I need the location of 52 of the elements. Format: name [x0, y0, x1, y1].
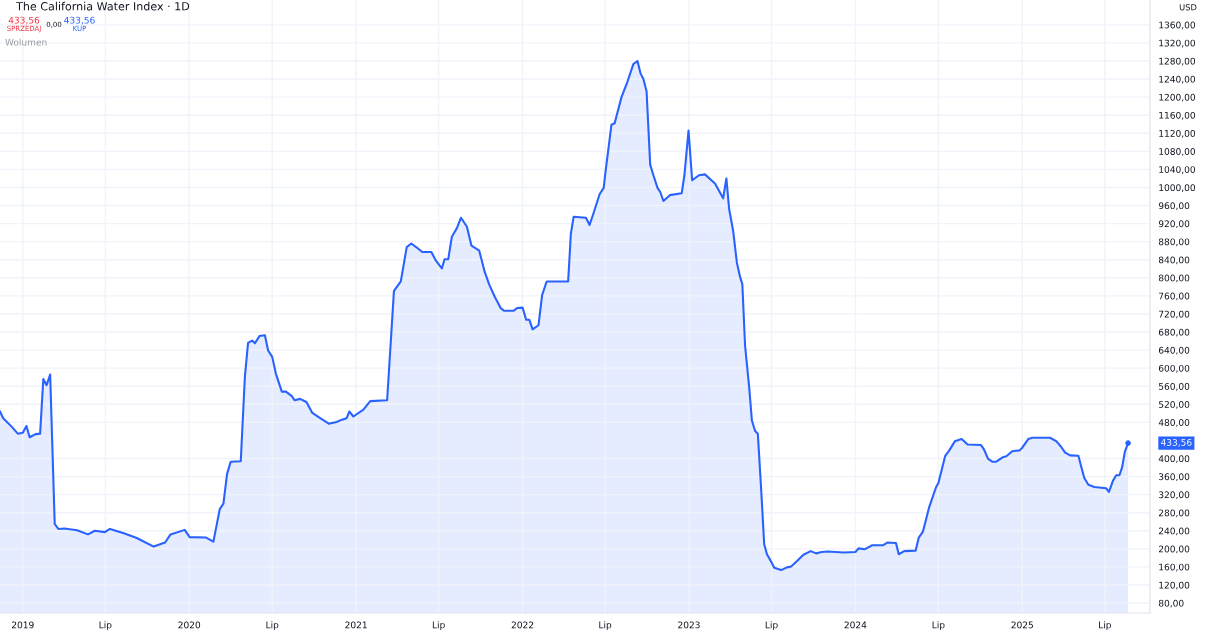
y-tick-label: 1000,00 — [1159, 184, 1196, 192]
y-tick-label: 320,00 — [1158, 491, 1190, 500]
y-tick-label: 960,00 — [1158, 202, 1190, 211]
text: 433,56 — [1161, 438, 1192, 447]
y-tick-label: 760,00 — [1159, 292, 1190, 301]
chart-title: The California Water Index · 1D — [16, 1, 190, 11]
y-tick-label: 160,00 — [1159, 563, 1190, 572]
y-tick-label: 880,00 — [1158, 238, 1190, 247]
y-tick-label: 1200,00 — [1159, 93, 1196, 102]
x-tick-label: 2024 — [844, 621, 867, 629]
x-tick-label: 2025 — [1011, 621, 1033, 629]
y-tick-label: 680,00 — [1158, 328, 1190, 337]
y-tick-label: 1320,00 — [1159, 39, 1196, 48]
y-tick-label: 1040,00 — [1159, 166, 1196, 174]
annotation: Wolumen — [5, 38, 47, 46]
y-tick-label: 80,00 — [1158, 599, 1184, 608]
y-tick-label: 520,00 — [1159, 401, 1190, 409]
y-tick-label: 400,00 — [1158, 455, 1190, 463]
x-tick-label: 2021 — [345, 621, 367, 629]
y-tick-label: 360,00 — [1158, 473, 1190, 482]
annotation: 433,56 — [64, 16, 95, 25]
x-tick-label: Lip — [432, 621, 445, 631]
x-tick-label: 2023 — [678, 621, 700, 629]
y-tick-label: 1080,00 — [1159, 148, 1196, 156]
x-tick-label: 2019 — [11, 621, 34, 629]
y-tick-label: 280,00 — [1158, 509, 1190, 518]
y-tick-label: 1360,00 — [1159, 21, 1196, 30]
y-tick-label: 1240,00 — [1159, 75, 1196, 84]
y-tick-label: 920,00 — [1158, 220, 1190, 229]
y-tick-label: 200,00 — [1158, 545, 1190, 554]
y-tick-label: 840,00 — [1158, 256, 1190, 265]
y-tick-label: 480,00 — [1158, 419, 1190, 427]
y-tick-label: 240,00 — [1158, 527, 1190, 536]
x-tick-label: Lip — [99, 621, 112, 631]
text: USD — [1179, 4, 1197, 11]
x-tick-label: Lip — [765, 621, 778, 631]
y-tick-label: 640,00 — [1158, 346, 1190, 355]
x-tick-label: Lip — [599, 621, 612, 631]
x-tick-label: Lip — [932, 621, 945, 631]
x-tick-label: Lip — [1099, 621, 1111, 631]
y-tick-label: 560,00 — [1159, 382, 1190, 391]
y-tick-label: 1160,00 — [1159, 111, 1196, 120]
y-tick-label: 600,00 — [1158, 364, 1190, 373]
x-tick-label: 2022 — [511, 621, 534, 629]
y-tick-label: 1120,00 — [1159, 129, 1196, 138]
y-tick-label: 800,00 — [1158, 274, 1190, 283]
y-tick-label: 120,00 — [1159, 581, 1190, 590]
y-tick-label: 1280,00 — [1159, 57, 1196, 66]
x-tick-label: Lip — [266, 621, 279, 631]
x-tick-label: 2020 — [178, 621, 201, 629]
y-tick-label: 720,00 — [1159, 310, 1190, 319]
annotation: 433,56 — [8, 16, 40, 25]
